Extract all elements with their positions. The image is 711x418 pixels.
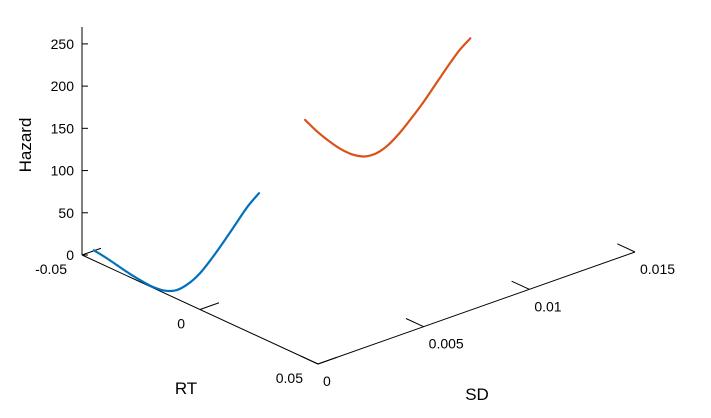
series-line-1 bbox=[92, 192, 261, 293]
y-axis-ticks: 0 0.005 0.01 0.015 bbox=[300, 243, 675, 389]
x-tick-mark bbox=[81, 247, 102, 256]
y-axis-line bbox=[317, 251, 636, 365]
y-tick-label: 0.01 bbox=[534, 298, 561, 314]
z-tick-label: 100 bbox=[51, 163, 75, 179]
x-tick-label: 0.05 bbox=[276, 370, 303, 386]
z-tick-label: 200 bbox=[51, 78, 75, 94]
y-tick-mark bbox=[511, 280, 530, 290]
z-tick-label: 50 bbox=[58, 205, 74, 221]
y-tick-label: 0.015 bbox=[640, 261, 675, 277]
y-tick-label: 0.005 bbox=[429, 336, 464, 352]
x-axis-title: RT bbox=[175, 379, 197, 398]
x-tick-label: 0 bbox=[177, 316, 185, 332]
x-tick-mark bbox=[199, 302, 220, 310]
x-tick-label: -0.05 bbox=[35, 261, 67, 277]
z-axis-ticks: 0 50 100 150 200 250 bbox=[51, 36, 88, 263]
z-tick-label: 0 bbox=[66, 247, 74, 263]
y-axis-title: SD bbox=[465, 385, 489, 404]
y-tick-mark bbox=[405, 318, 424, 328]
z-tick-label: 250 bbox=[51, 36, 75, 52]
y-tick-label: 0 bbox=[323, 373, 331, 389]
y-tick-mark bbox=[617, 243, 636, 253]
series-layer bbox=[92, 37, 472, 293]
series-line-2 bbox=[304, 37, 472, 158]
y-tick-mark bbox=[300, 355, 319, 365]
x-tick-mark bbox=[317, 356, 338, 365]
z-tick-label: 150 bbox=[51, 120, 75, 136]
z-axis-title: Hazard bbox=[16, 118, 35, 173]
